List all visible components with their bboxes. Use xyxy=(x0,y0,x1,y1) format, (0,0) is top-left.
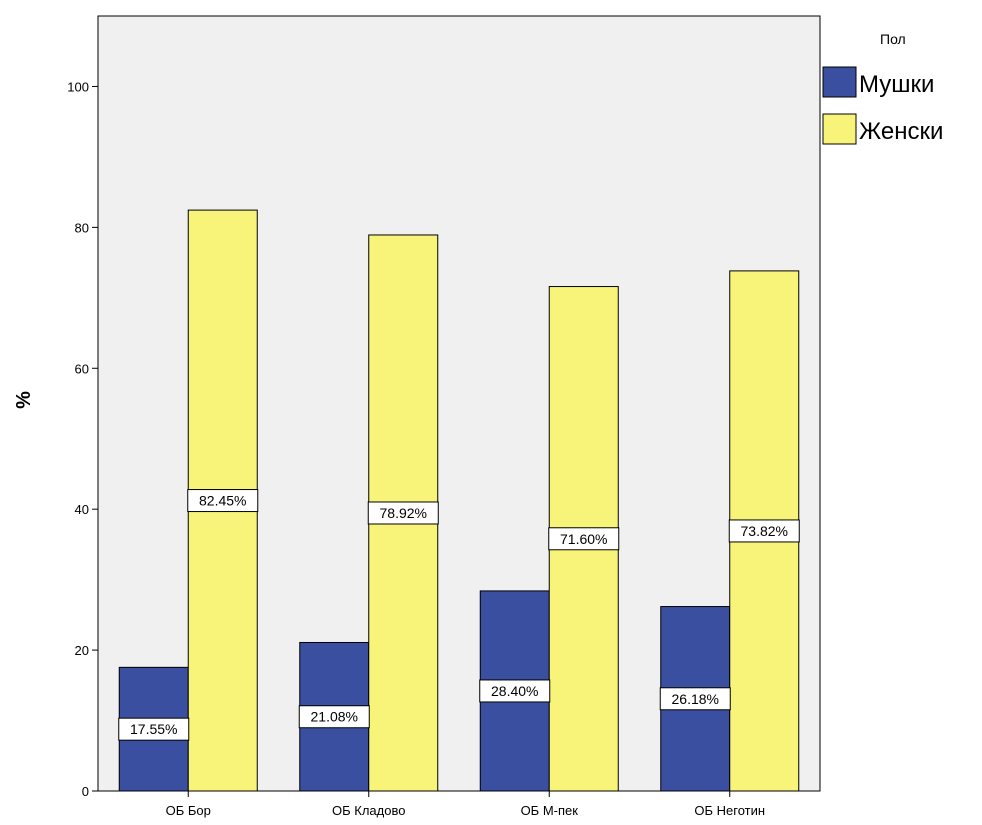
data-label: 82.45% xyxy=(199,493,246,509)
legend-swatch xyxy=(822,66,857,98)
y-tick-label: 20 xyxy=(75,643,89,658)
data-label-box xyxy=(187,489,259,513)
y-tick-label: 80 xyxy=(75,220,89,235)
y-axis-label: % xyxy=(13,391,35,409)
legend: Пол Мушки Женски xyxy=(822,31,943,145)
y-tick-label: 0 xyxy=(82,784,89,799)
data-label: 28.40% xyxy=(491,683,538,699)
data-label: 71.60% xyxy=(560,531,607,547)
y-tick-label: 60 xyxy=(75,361,89,376)
legend-swatch xyxy=(822,113,857,145)
data-label-box xyxy=(298,705,370,729)
y-tick-label: 100 xyxy=(67,79,89,94)
x-tick-label: ОБ Бор xyxy=(166,803,211,818)
data-label-box xyxy=(659,687,731,711)
x-tick-label: ОБ Кладово xyxy=(332,803,405,818)
data-label-box xyxy=(479,679,551,703)
data-label-box xyxy=(728,519,800,543)
data-label: 21.08% xyxy=(311,709,358,725)
data-label-box xyxy=(118,717,190,741)
data-label: 26.18% xyxy=(672,691,719,707)
data-label: 78.92% xyxy=(380,505,427,521)
legend-label: Мушки xyxy=(859,71,934,98)
y-tick-label: 40 xyxy=(75,502,89,517)
data-label-box xyxy=(367,501,439,525)
x-tick-label: ОБ Неготин xyxy=(694,803,765,818)
data-label: 17.55% xyxy=(130,721,177,737)
legend-title: Пол xyxy=(880,31,906,47)
x-tick-label: ОБ М-пек xyxy=(521,803,579,818)
legend-label: Женски xyxy=(859,118,943,145)
data-label-box xyxy=(548,527,620,551)
data-label: 73.82% xyxy=(741,523,788,539)
